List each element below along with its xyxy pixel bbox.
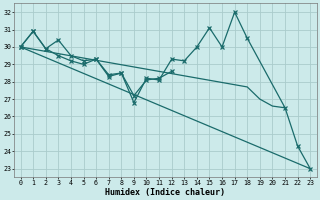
X-axis label: Humidex (Indice chaleur): Humidex (Indice chaleur) xyxy=(105,188,225,197)
